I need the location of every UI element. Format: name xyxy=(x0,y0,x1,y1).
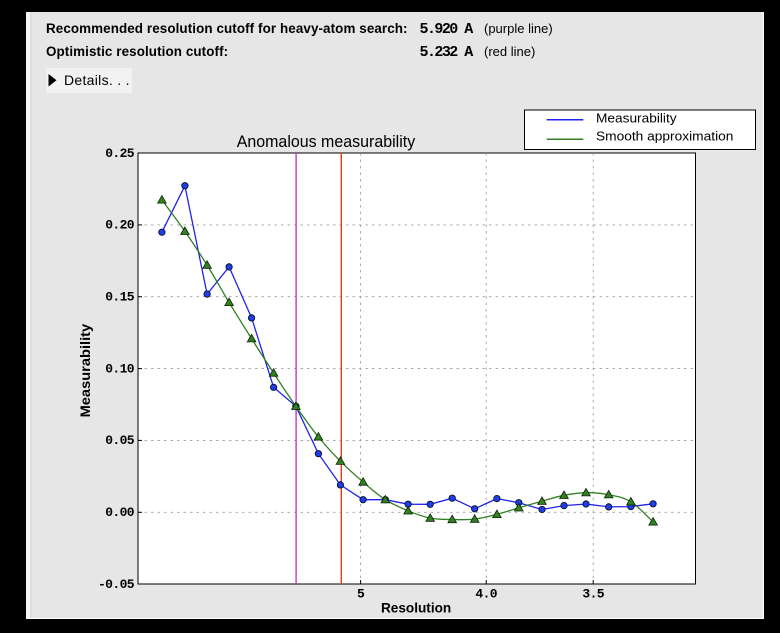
svg-text:Recommended resolution cutoff: Recommended resolution cutoff for heavy-… xyxy=(46,21,408,36)
svg-text:Resolution: Resolution xyxy=(381,600,451,616)
svg-text:(purple line): (purple line) xyxy=(484,21,553,36)
svg-text:Anomalous measurability: Anomalous measurability xyxy=(237,132,416,151)
svg-text:Measurability: Measurability xyxy=(596,110,677,125)
svg-text:3.5: 3.5 xyxy=(582,586,604,601)
svg-text:-0.05: -0.05 xyxy=(98,577,135,592)
svg-text:0.10: 0.10 xyxy=(105,361,135,376)
svg-text:0.20: 0.20 xyxy=(105,218,135,233)
svg-text:5: 5 xyxy=(357,586,365,601)
svg-text:4.0: 4.0 xyxy=(475,586,497,601)
svg-text:0.00: 0.00 xyxy=(105,505,135,520)
svg-text:Smooth approximation: Smooth approximation xyxy=(596,128,733,143)
svg-text:(red line): (red line) xyxy=(484,44,535,59)
svg-text:0.05: 0.05 xyxy=(105,433,135,448)
svg-text:Measurability: Measurability xyxy=(77,324,93,418)
svg-text:Optimistic resolution cutoff:: Optimistic resolution cutoff: xyxy=(46,44,228,59)
svg-text:5.232 A: 5.232 A xyxy=(420,44,474,61)
svg-text:Details. . .: Details. . . xyxy=(64,72,130,88)
svg-text:5.920 A: 5.920 A xyxy=(420,21,474,38)
svg-text:0.15: 0.15 xyxy=(105,290,135,305)
svg-text:0.25: 0.25 xyxy=(105,146,135,161)
